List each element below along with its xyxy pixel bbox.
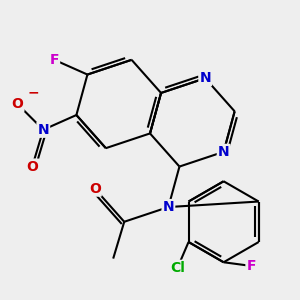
Text: O: O [26,160,38,174]
Text: O: O [89,182,101,196]
Text: N: N [163,200,174,214]
Text: F: F [50,53,59,67]
Text: N: N [38,123,49,137]
Text: N: N [218,145,230,159]
Text: Cl: Cl [170,261,185,275]
Text: O: O [12,97,23,111]
Text: F: F [247,259,256,273]
Text: N: N [200,71,211,85]
Text: −: − [28,85,39,99]
